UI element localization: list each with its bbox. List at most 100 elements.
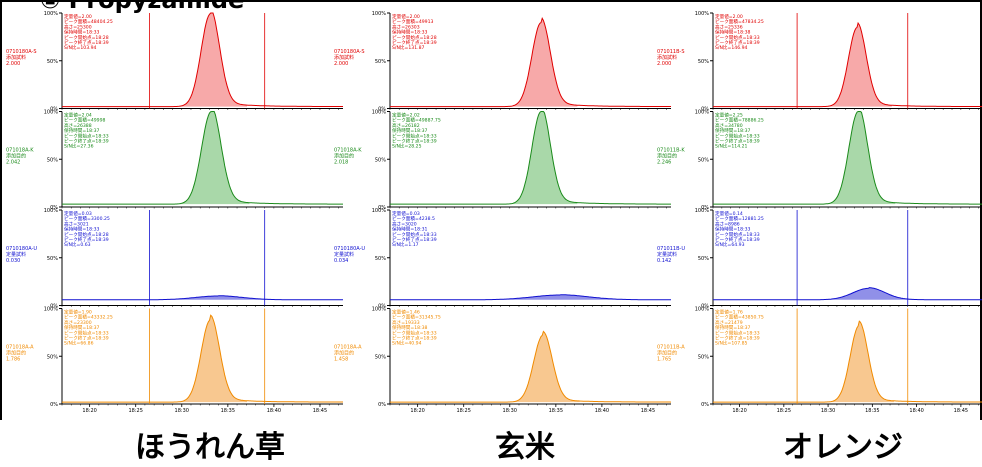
y-tick-label: 0% <box>50 205 58 211</box>
channel-value-label: 2.018 <box>334 160 348 166</box>
x-tick-label: 18:45 <box>954 408 968 414</box>
peak-info-line: ピーク終了点=18:39 <box>64 39 109 46</box>
channel-value-label: 0.142 <box>657 258 671 264</box>
peak-info-line: ピーク面積=49913 <box>392 18 434 25</box>
y-tick-label: 50% <box>47 256 58 262</box>
x-tick-label: 18:25 <box>128 408 142 414</box>
peak-info-line: 高さ=26388 <box>64 122 92 129</box>
peak-info-line: ピーク面積=43850.75 <box>715 314 764 321</box>
channel-kind-label: 添加目的 <box>6 350 26 357</box>
x-tick-label: 18:25 <box>777 408 791 414</box>
peak-info-line: ピーク面積=12881.25 <box>715 215 764 222</box>
peak-area <box>826 23 892 107</box>
peak-info-line: 高さ=8986 <box>715 220 740 227</box>
peak-info-line: ピーク面積=78886.25 <box>715 117 764 124</box>
y-tick-label: 50% <box>698 59 709 65</box>
channel-id-label: 071018A-A <box>334 345 362 351</box>
peak-info-line: S/N比=28.25 <box>392 143 422 150</box>
y-tick-label: 50% <box>375 59 386 65</box>
peak-info-line: 高さ=21479 <box>715 319 743 326</box>
peak-area <box>509 111 578 205</box>
channel-id-label: 071011B-A <box>657 345 685 351</box>
outer-frame <box>0 0 982 420</box>
chromatogram-trace <box>713 287 982 301</box>
peak-info-line: 定量値=2.02 <box>392 112 420 119</box>
y-tick-label: 50% <box>698 157 709 163</box>
x-tick-label: 18:40 <box>595 408 609 414</box>
x-tick-label: 18:30 <box>503 408 517 414</box>
y-tick-label: 100% <box>372 110 387 116</box>
peak-info-line: ピーク開始点=18:28 <box>64 231 109 238</box>
chromatogram-trace <box>390 294 671 301</box>
peak-info-line: ピーク終了点=18:39 <box>715 335 760 342</box>
x-tick-label: 18:45 <box>313 408 327 414</box>
channel-kind-label: 定量試料 <box>657 251 677 258</box>
channel-kind-label: 添加試料 <box>657 54 677 61</box>
y-tick-label: 100% <box>372 11 387 17</box>
channel-id-label: 071011B-U <box>657 246 685 252</box>
y-tick-label: 0% <box>50 304 58 310</box>
channel-value-label: 1.786 <box>6 357 20 363</box>
peak-info-line: 高さ=3020 <box>392 220 417 227</box>
chromatogram-trace <box>62 111 343 205</box>
chromatogram-trace <box>713 320 982 403</box>
peak-info-line: 保持時間=18:37 <box>715 324 751 331</box>
peak-info-line: ピーク終了点=18:39 <box>715 236 760 243</box>
y-tick-label: 50% <box>375 157 386 163</box>
channel-value-label: 2.246 <box>657 160 671 166</box>
peak-info-line: ピーク開始点=18:28 <box>392 34 437 41</box>
y-tick-label: 100% <box>44 307 59 313</box>
peak-info-line: ピーク開始点=18:33 <box>715 34 760 41</box>
peak-info-line: ピーク開始点=18:33 <box>715 132 760 139</box>
peak-info-line: 高さ=3021 <box>64 220 89 227</box>
peak-info-line: ピーク開始点=18:33 <box>715 231 760 238</box>
x-tick-label: 18:20 <box>410 408 424 414</box>
peak-info-line: ピーク面積=47834.25 <box>715 18 764 25</box>
y-tick-label: 50% <box>375 354 386 360</box>
peak-info-line: 高さ=34780 <box>715 122 743 129</box>
x-tick-label: 18:20 <box>732 408 746 414</box>
peak-area <box>813 287 933 300</box>
channel-value-label: 0.030 <box>6 258 20 264</box>
channel-kind-label: 添加試料 <box>6 54 26 61</box>
x-tick-label: 18:25 <box>456 408 470 414</box>
chromatogram-grid: 0%50%100%定量値=2.00ピーク面積=48404.25高さ=25300保… <box>0 0 982 420</box>
peak-info-line: ピーク面積=4238.5 <box>392 215 435 222</box>
chromatogram-trace <box>390 111 671 205</box>
y-tick-label: 100% <box>695 110 710 116</box>
peak-info-line: ピーク終了点=18:39 <box>392 335 437 342</box>
x-tick-label: 18:35 <box>221 408 235 414</box>
channel-value-label: 2.042 <box>6 160 20 166</box>
peak-info-line: ピーク終了点=18:39 <box>64 236 109 243</box>
channel-id-label: 071018A-K <box>334 148 362 154</box>
channel-kind-label: 添加目的 <box>334 153 354 160</box>
x-tick-label: 18:30 <box>821 408 835 414</box>
channel-kind-label: 添加目的 <box>657 153 677 160</box>
peak-area <box>511 331 580 403</box>
chromatogram-trace <box>390 16 671 108</box>
channel-kind-label: 定量試料 <box>6 251 26 258</box>
peak-info-line: ピーク終了点=18:39 <box>64 335 109 342</box>
x-tick-label: 18:35 <box>549 408 563 414</box>
peak-info-line: 保持時間=18:33 <box>392 29 428 36</box>
peak-info-line: 高さ=23300 <box>64 319 92 326</box>
peak-info-line: 定量値=2.00 <box>715 13 743 20</box>
channel-kind-label: 添加目的 <box>334 350 354 357</box>
chromatogram-trace <box>62 295 343 301</box>
peak-area <box>179 13 247 107</box>
sample-label-orange: オレンジ <box>783 430 903 465</box>
peak-info-line: S/N比=146.94 <box>715 44 747 51</box>
peak-info-line: 保持時間=18:31 <box>392 226 428 233</box>
peak-info-line: S/N比=64.93 <box>715 241 745 248</box>
chromatogram-trace <box>62 12 343 108</box>
x-tick-label: 18:40 <box>909 408 923 414</box>
peak-info-line: ピーク面積=31345.75 <box>392 314 441 321</box>
peak-info-line: 定量値=2.04 <box>64 112 92 119</box>
peak-info-line: 保持時間=18:33 <box>715 226 751 233</box>
peak-info-line: 定量値=1.90 <box>64 309 92 316</box>
chromatogram-trace <box>713 111 982 205</box>
y-tick-label: 100% <box>44 110 59 116</box>
peak-info-line: 保持時間=18:33 <box>64 226 100 233</box>
x-tick-label: 18:30 <box>175 408 189 414</box>
